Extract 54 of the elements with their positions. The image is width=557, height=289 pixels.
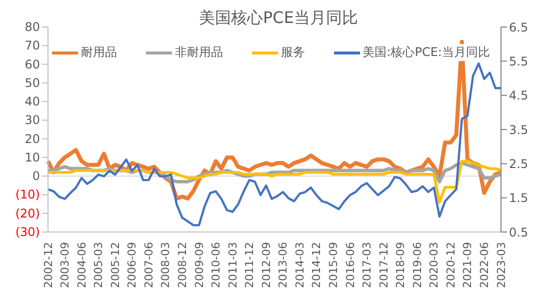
x-tick-label: 2008-03: [159, 242, 172, 288]
x-tick-label: 2009-09: [192, 242, 206, 288]
y2-tick-label: 1.5: [509, 191, 528, 206]
legend-label: 非耐用品: [146, 44, 225, 61]
y2-tick-label: 5.5: [509, 54, 528, 68]
x-tick-label: 2020-03: [428, 242, 441, 288]
x-tick-label: 2005-03: [92, 242, 106, 288]
x-tick-label: 2014-03: [293, 242, 306, 288]
legend-label: 服务: [252, 44, 307, 61]
y-tick-label: 20: [24, 132, 40, 146]
x-tick-label: 2018-09: [394, 242, 408, 288]
x-tick-label: 2011-12: [243, 242, 256, 288]
x-tick-label: 2023-03: [494, 242, 508, 288]
x-tick-label: 2004-06: [75, 242, 88, 288]
y2-tick-label: 2.5: [509, 156, 528, 171]
y-tick-label: 40: [24, 94, 40, 109]
x-tick-label: 2011-03: [226, 242, 240, 288]
y-tick-label: 60: [24, 57, 40, 72]
y-tick-label: 10: [24, 150, 40, 164]
x-tick-label: 2017-03: [360, 242, 374, 288]
x-tick-label: 2019-06: [410, 242, 424, 288]
x-tick-label: 2015-09: [327, 242, 340, 288]
x-tick-label: 2008-12: [176, 242, 190, 288]
y2-tick-label: 6.5: [509, 20, 528, 34]
x-tick-label: 2014-12: [310, 242, 324, 288]
x-tick-label: 2016-06: [344, 242, 357, 288]
x-tick-label: 2022-06: [478, 242, 492, 288]
x-tick-label: 2005-12: [108, 242, 122, 288]
y-tick-label: (30): [15, 225, 40, 239]
x-tick-label: 2007-06: [142, 242, 156, 288]
y-tick-label: 0: [32, 169, 40, 184]
legend-label: 耐用品: [52, 44, 119, 61]
y-tick-label: 80: [24, 20, 40, 34]
x-tick-label: 2017-12: [377, 242, 390, 288]
y-tick-label: 70: [24, 38, 40, 53]
y-tick-label: 30: [24, 113, 40, 128]
x-tick-label: 2003-09: [58, 242, 72, 288]
line-series: [46, 160, 502, 204]
legend-label: 美国:核心PCE:当月同比: [334, 44, 492, 61]
x-tick-label: 2002-12: [42, 242, 55, 288]
y2-tick-label: 3.5: [509, 122, 528, 137]
x-tick-label: 2006-09: [126, 242, 139, 288]
y-tick-label: (20): [15, 206, 40, 220]
x-tick-label: 2010-06: [210, 242, 223, 288]
x-tick-label: 2012-09: [260, 242, 273, 288]
chart-title: 美国核心PCE当月同比: [199, 8, 358, 27]
x-tick-label: 2013-06: [276, 242, 290, 288]
y2-tick-label: 0.5: [509, 225, 528, 240]
y-tick-label: 50: [24, 76, 40, 90]
x-tick-label: 2020-12: [444, 242, 458, 288]
line-series: [46, 62, 502, 226]
x-tick-label: 2021-09: [461, 242, 474, 288]
y2-tick-label: 4.5: [509, 88, 528, 103]
y-tick-label: (10): [15, 188, 40, 202]
